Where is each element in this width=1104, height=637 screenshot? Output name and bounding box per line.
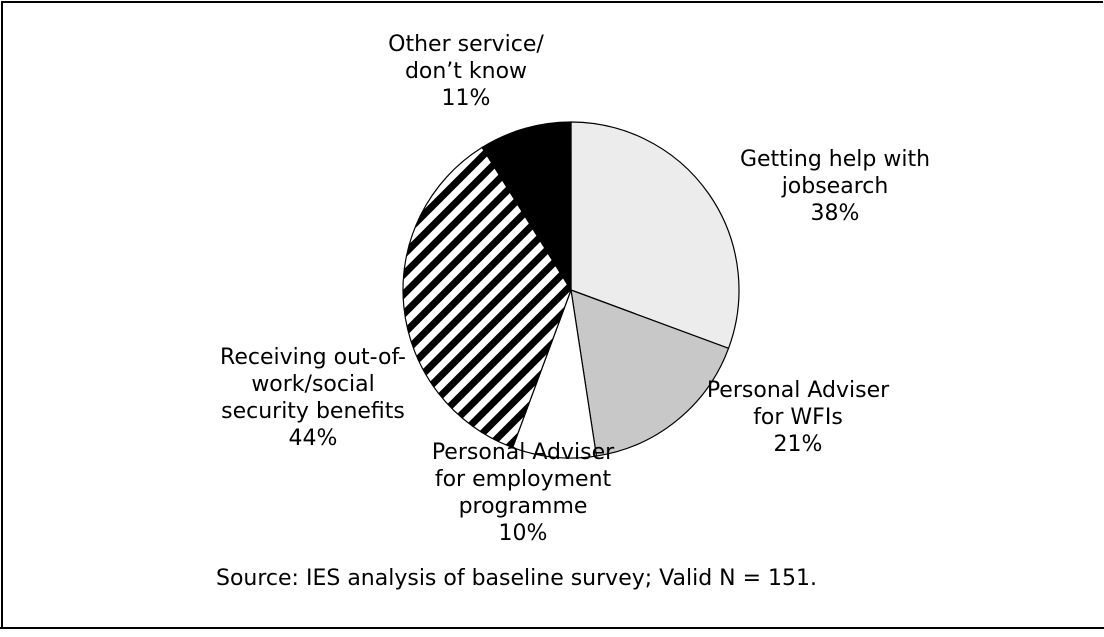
source-note: Source: IES analysis of baseline survey;… <box>216 566 818 591</box>
slice-percent-label: 44% <box>289 426 338 451</box>
frame-bottom-border <box>0 627 1104 629</box>
slice-category-label: for WFIs <box>753 405 843 430</box>
slice-category-label: Receiving out-of- <box>220 345 406 370</box>
slice-category-label: for employment <box>435 467 612 492</box>
slice-category-label: Other service/ <box>388 32 544 57</box>
slice-percent-label: 21% <box>774 432 823 457</box>
pie-slice <box>402 146 572 449</box>
slice-category-label: jobsearch <box>781 174 889 199</box>
slice-percent-label: 10% <box>499 521 548 546</box>
slice-category-label: work/social <box>251 372 374 397</box>
slice-percent-label: 38% <box>811 201 860 226</box>
slice-category-label: programme <box>459 494 588 519</box>
slice-category-label: security benefits <box>221 399 405 424</box>
pie-slice <box>570 289 730 457</box>
slice-category-label: Personal Adviser <box>707 378 890 403</box>
slice-category-label: Getting help with <box>740 147 930 172</box>
slice-category-label: don’t know <box>405 59 527 84</box>
bottom-margin <box>0 629 1104 637</box>
pie-slice <box>570 121 740 350</box>
slice-percent-label: 11% <box>442 86 491 111</box>
slice-category-label: Personal Adviser <box>432 440 615 465</box>
pie-slice <box>481 121 572 293</box>
